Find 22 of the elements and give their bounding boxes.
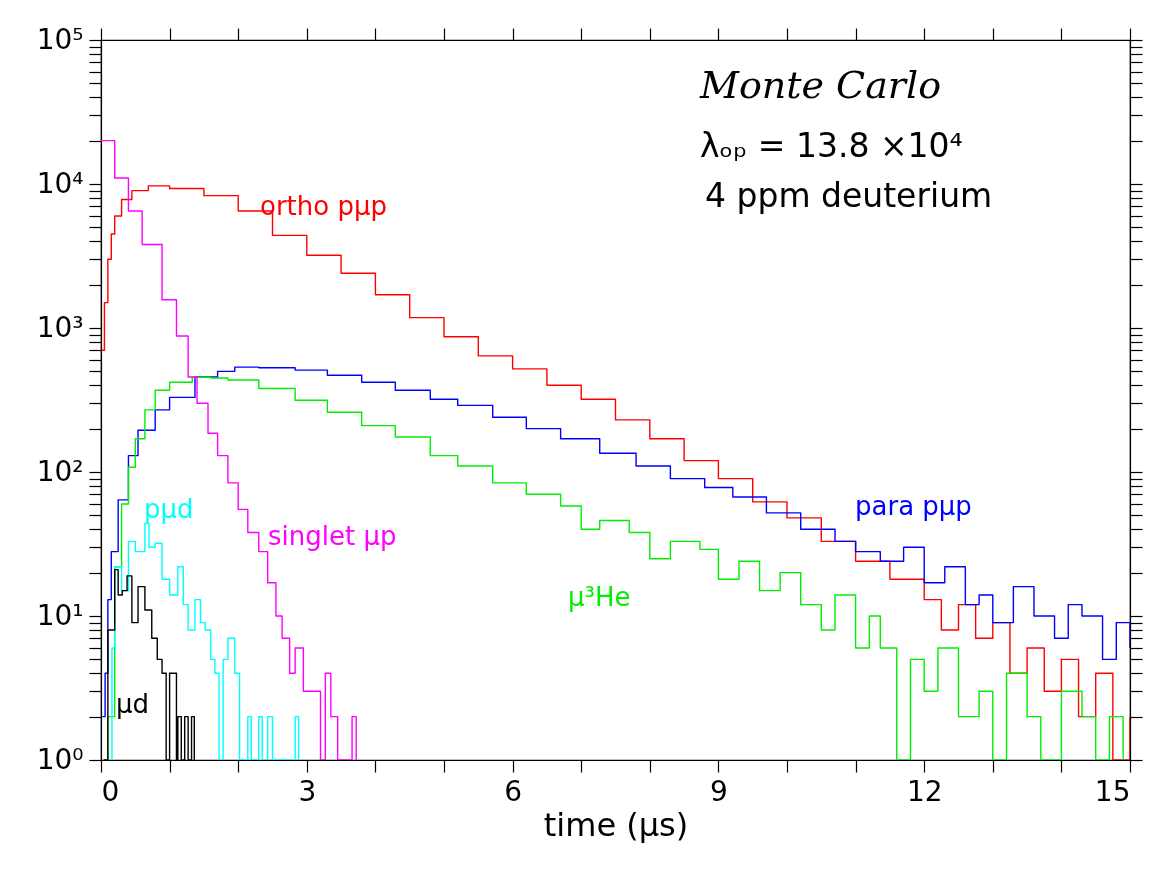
x-tick-label: 15: [1094, 774, 1131, 808]
series-label: μd: [116, 689, 150, 719]
x-tick-label: 3: [298, 774, 317, 808]
y-tick-label: 10³: [36, 310, 84, 344]
y-tick-label: 10²: [36, 454, 84, 488]
annotation: Monte Carlo: [699, 63, 942, 107]
annotation: λₒₚ = 13.8 ×10⁴: [700, 126, 963, 165]
series-label: para pμp: [855, 491, 972, 521]
annotation: 4 ppm deuterium: [705, 176, 993, 215]
y-tick-label: 10⁴: [36, 166, 84, 200]
y-tick-label: 10¹: [36, 598, 84, 632]
x-tick-label: 6: [504, 774, 523, 808]
series-label: ortho pμp: [260, 191, 387, 221]
x-tick-label: 12: [906, 774, 943, 808]
series-label: pμd: [144, 494, 194, 524]
x-tick-label: 9: [709, 774, 728, 808]
y-tick-label: 10⁵: [36, 22, 84, 56]
series-label: singlet μp: [268, 521, 397, 551]
series-label: μ³He: [568, 582, 631, 612]
x-tick-label: 0: [101, 774, 120, 808]
y-tick-label: 10⁰: [36, 742, 84, 776]
x-axis-title: time (μs): [543, 805, 689, 844]
